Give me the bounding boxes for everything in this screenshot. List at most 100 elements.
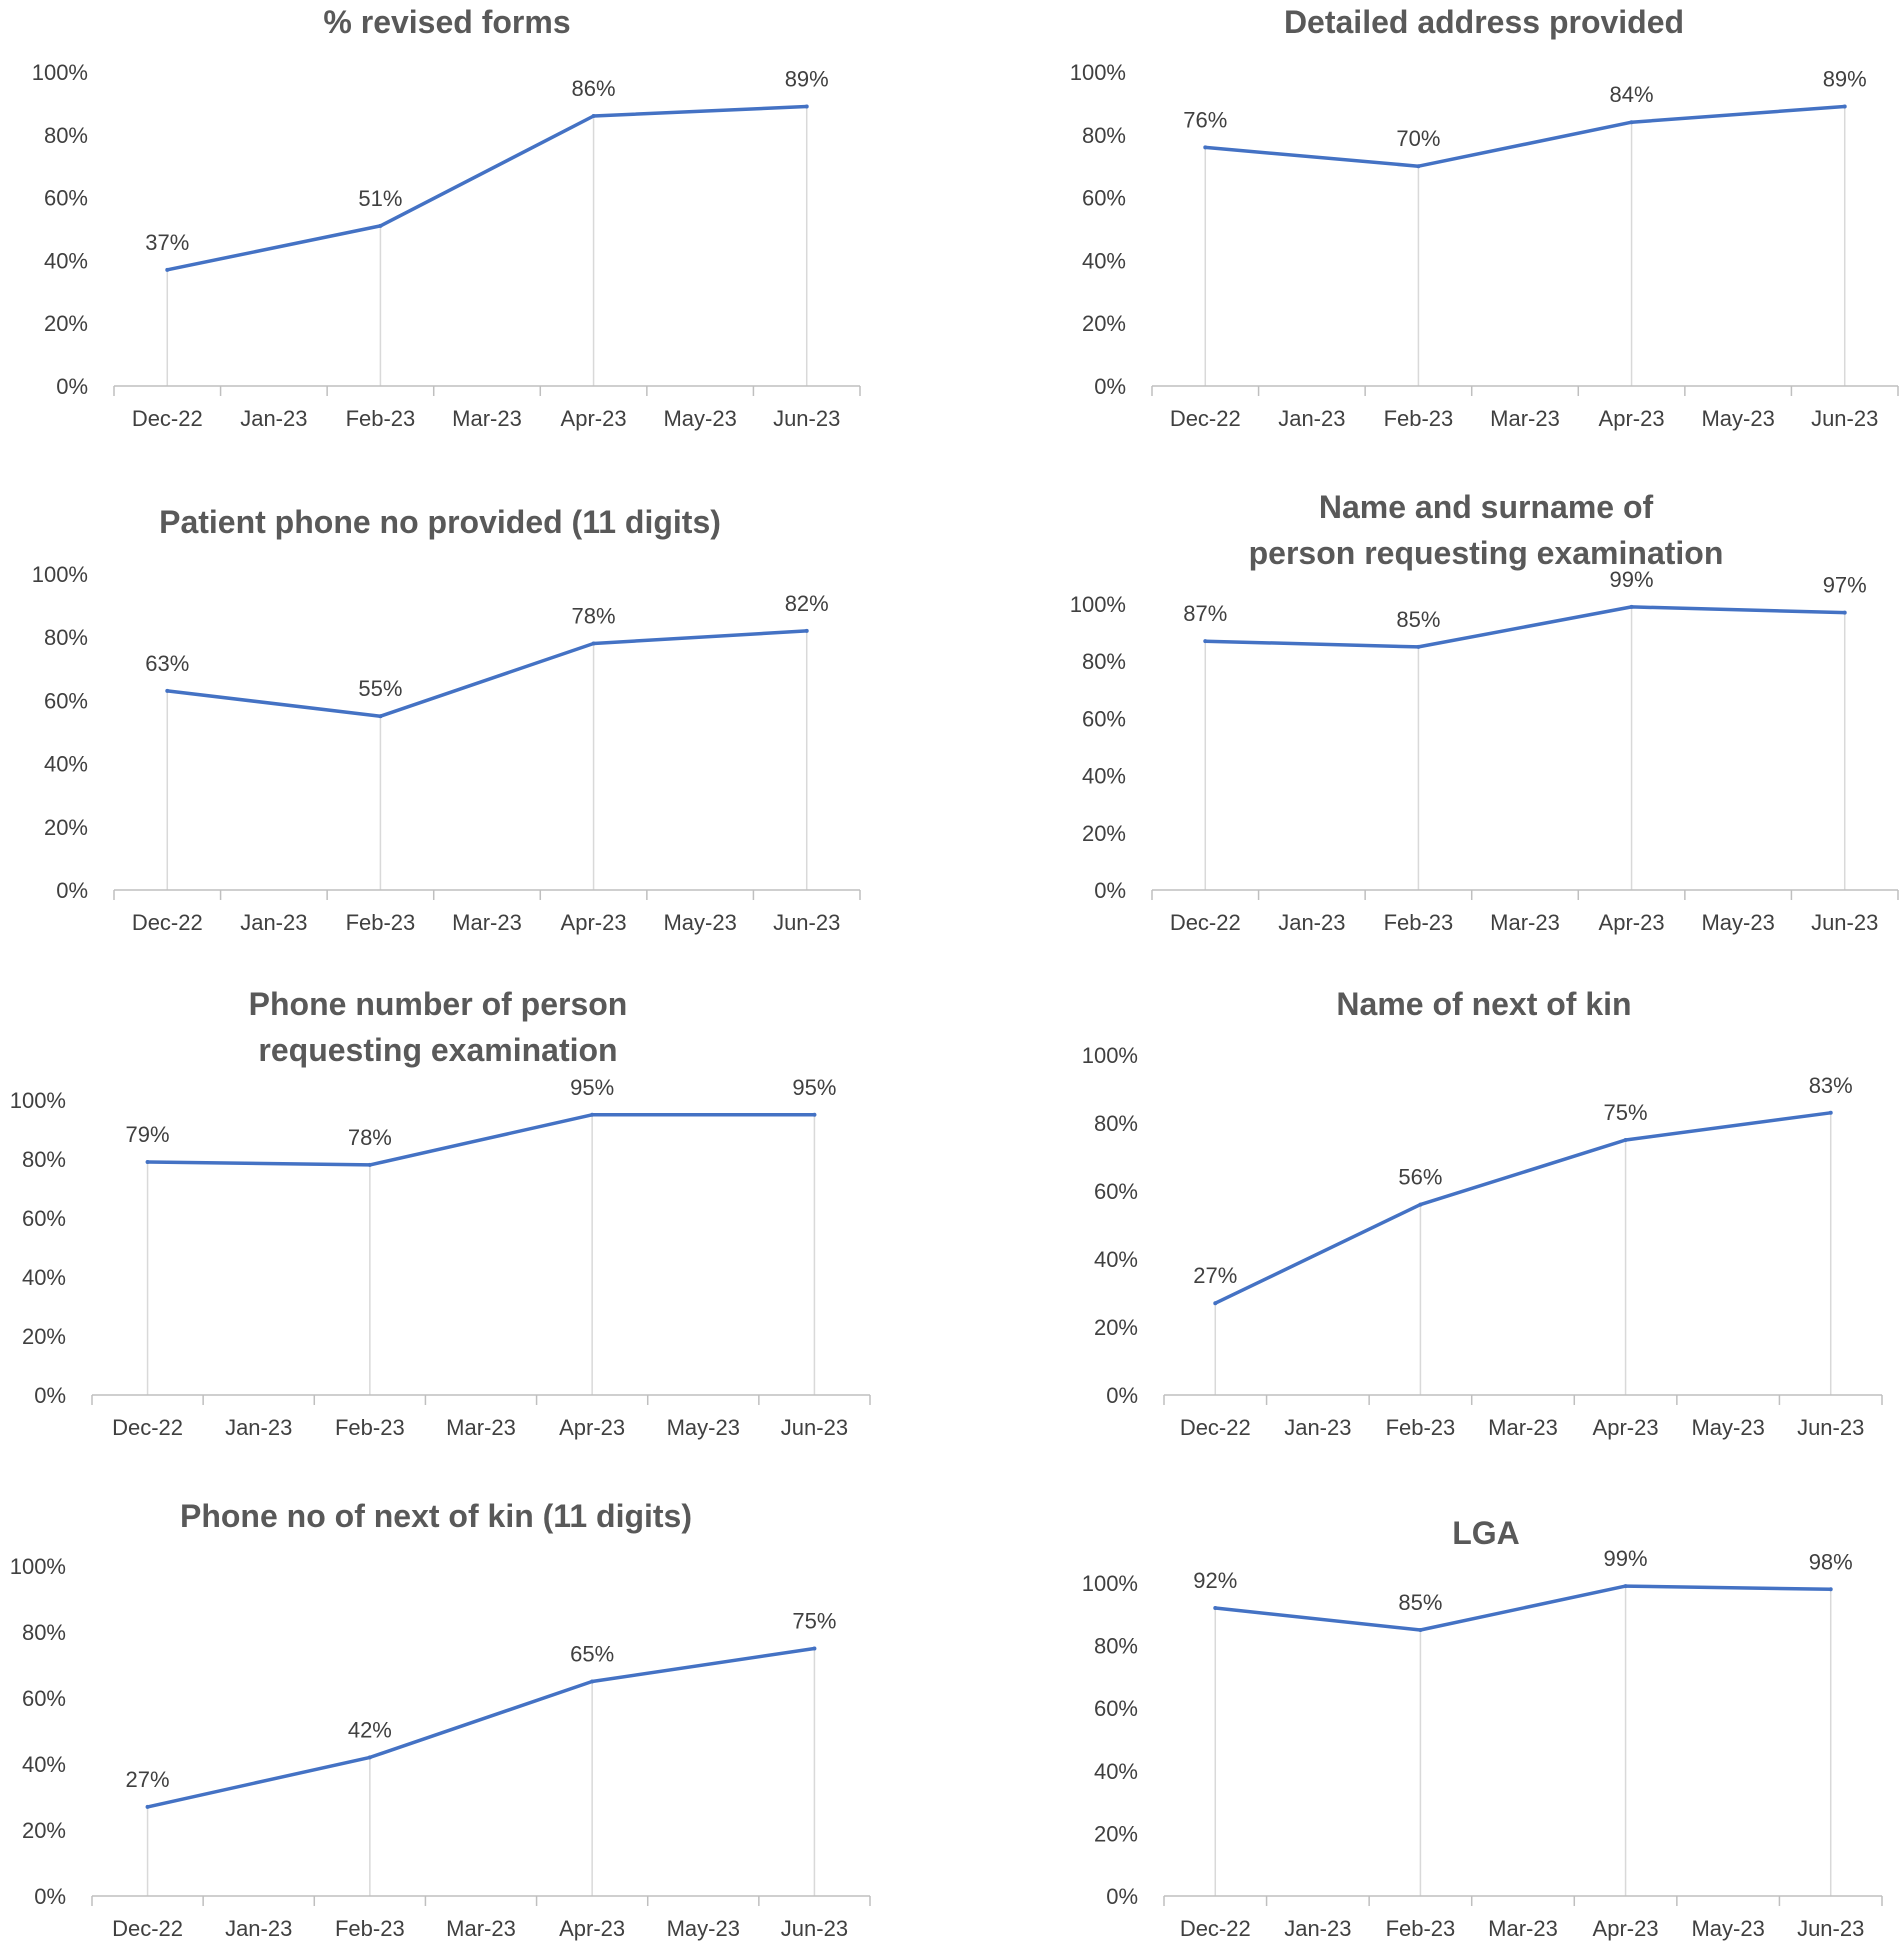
x-tick-label: Apr-23 [559, 1415, 625, 1440]
x-tick-label: Jun-23 [781, 1916, 848, 1941]
x-tick-label: Jun-23 [781, 1415, 848, 1440]
x-tick-label: May-23 [667, 1916, 740, 1941]
data-label: 63% [145, 651, 189, 676]
series-line [1203, 104, 1847, 168]
data-label: 75% [792, 1609, 836, 1634]
data-point [1623, 1138, 1628, 1142]
data-label: 97% [1823, 573, 1867, 598]
series-line [145, 1646, 817, 1809]
x-tick-label: Apr-23 [1593, 1916, 1659, 1941]
y-tick-label: 60% [1082, 186, 1126, 211]
x-tick-label: Mar-23 [1490, 910, 1560, 935]
y-tick-label: 80% [1082, 649, 1126, 674]
chart-title: LGA [1452, 1515, 1520, 1551]
x-tick-label: Dec-22 [1170, 910, 1241, 935]
y-tick-label: 40% [22, 1265, 66, 1290]
chart-title: Patient phone no provided (11 digits) [159, 504, 721, 540]
data-label: 76% [1183, 107, 1227, 132]
x-tick-label: Dec-22 [1170, 406, 1241, 431]
y-tick-label: 0% [1094, 374, 1126, 399]
y-tick-label: 20% [44, 311, 88, 336]
y-tick-label: 0% [56, 878, 88, 903]
data-point [378, 714, 383, 719]
data-label: 55% [358, 676, 402, 701]
y-tick-label: 40% [44, 752, 88, 777]
y-tick-label: 100% [1070, 60, 1126, 85]
y-tick-label: 100% [1082, 1043, 1138, 1068]
chart-panel-3: Patient phone no provided (11 digits) 0% 2… [32, 504, 861, 935]
data-point [1842, 104, 1847, 109]
x-tick-label: May-23 [663, 910, 736, 935]
x-tick-label: Mar-23 [452, 910, 522, 935]
x-tick-label: Apr-23 [559, 1916, 625, 1941]
data-point [378, 223, 383, 228]
data-label: 84% [1610, 82, 1654, 107]
data-point [165, 267, 170, 272]
y-tick-label: 0% [34, 1383, 66, 1408]
x-tick-label: Jan-23 [225, 1415, 292, 1440]
data-label: 75% [1604, 1100, 1648, 1125]
data-point [1213, 1606, 1218, 1611]
y-tick-label: 0% [1106, 1383, 1138, 1408]
x-tick-label: Apr-23 [1593, 1415, 1659, 1440]
x-tick-label: Jun-23 [1797, 1415, 1864, 1440]
data-point [145, 1159, 150, 1164]
data-point [590, 1112, 595, 1117]
chart-panel-1: % revised forms 0% 20% 40% 60% 80% 100% Dec-22 J… [32, 4, 861, 431]
x-tick-label: May-23 [1701, 910, 1774, 935]
data-point [1203, 145, 1208, 150]
x-tick-label: Jun-23 [773, 406, 840, 431]
y-tick-label: 20% [44, 815, 88, 840]
data-label: 98% [1809, 1549, 1853, 1574]
y-tick-label: 80% [1082, 123, 1126, 148]
y-tick-label: 60% [22, 1686, 66, 1711]
data-point [591, 113, 596, 118]
y-tick-label: 100% [32, 60, 88, 85]
x-tick-label: Mar-23 [1490, 406, 1560, 431]
y-tick-label: 100% [1070, 592, 1126, 617]
data-label: 89% [785, 67, 829, 92]
x-tick-label: Dec-22 [132, 406, 203, 431]
data-label: 27% [126, 1767, 170, 1792]
y-tick-label: 80% [1094, 1111, 1138, 1136]
data-label: 99% [1604, 1546, 1648, 1571]
y-tick-label: 100% [10, 1554, 66, 1579]
data-label: 37% [145, 230, 189, 255]
y-tick-label: 60% [1094, 1179, 1138, 1204]
data-point [590, 1679, 595, 1684]
series-line [1213, 1111, 1833, 1305]
x-tick-label: Feb-23 [346, 406, 416, 431]
x-tick-label: Feb-23 [1384, 910, 1454, 935]
chart-title-line: person requesting examination [1249, 535, 1724, 571]
data-label: 70% [1396, 126, 1440, 151]
chart-title-line: % revised forms [323, 4, 570, 40]
x-tick-label: Jan-23 [1284, 1916, 1351, 1941]
x-tick-label: Dec-22 [1180, 1916, 1251, 1941]
series-line [1203, 605, 1847, 649]
data-label: 42% [348, 1717, 392, 1742]
x-tick-label: Mar-23 [446, 1916, 516, 1941]
y-tick-label: 80% [22, 1147, 66, 1172]
data-label: 92% [1193, 1568, 1237, 1593]
y-tick-label: 60% [1094, 1696, 1138, 1721]
data-label: 27% [1193, 1263, 1237, 1288]
data-point [165, 688, 170, 693]
data-point [145, 1804, 150, 1809]
data-point [1213, 1301, 1218, 1306]
data-point [367, 1162, 372, 1167]
chart-title: % revised forms [323, 4, 570, 40]
y-tick-label: 20% [1094, 1315, 1138, 1340]
x-tick-label: Jan-23 [1278, 406, 1345, 431]
data-label: 95% [792, 1075, 836, 1100]
y-tick-label: 40% [1094, 1759, 1138, 1784]
y-tick-label: 0% [34, 1884, 66, 1909]
x-tick-label: Dec-22 [112, 1916, 183, 1941]
chart-title-line: requesting examination [258, 1032, 617, 1068]
chart-title-line: Phone number of person [249, 986, 628, 1022]
y-tick-label: 0% [56, 374, 88, 399]
chart-title-line: Patient phone no provided (11 digits) [159, 504, 721, 540]
data-point [1203, 639, 1208, 644]
y-tick-label: 0% [1094, 878, 1126, 903]
x-tick-label: Apr-23 [1599, 910, 1665, 935]
x-tick-label: Mar-23 [446, 1415, 516, 1440]
